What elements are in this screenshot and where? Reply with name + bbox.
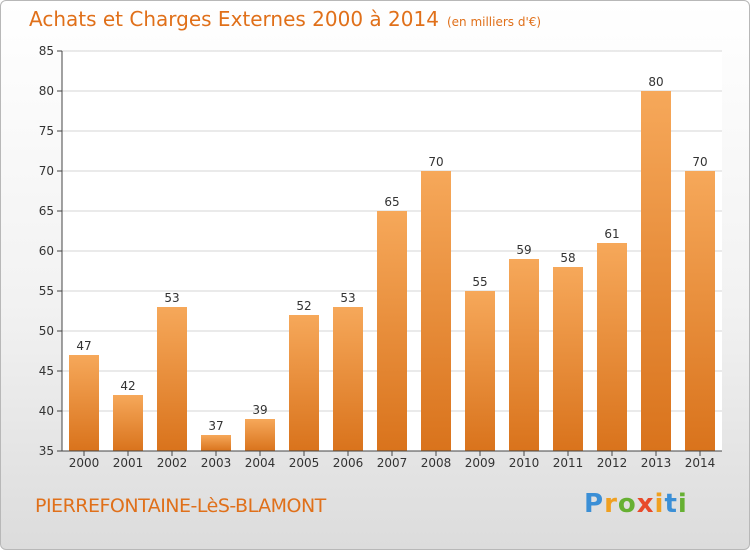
bar (201, 435, 231, 451)
data-label: 53 (164, 291, 179, 305)
bar (333, 307, 363, 451)
y-tick-label: 65 (39, 204, 54, 218)
bar (685, 171, 715, 451)
bar (597, 243, 627, 451)
bar (421, 171, 451, 451)
x-tick-label: 2012 (597, 456, 628, 470)
y-tick-label: 45 (39, 364, 54, 378)
y-tick-label: 60 (39, 244, 54, 258)
data-label: 80 (648, 75, 663, 89)
bar (377, 211, 407, 451)
y-tick-label: 80 (39, 84, 54, 98)
y-tick-label: 55 (39, 284, 54, 298)
logo-letter: t (664, 489, 678, 519)
data-label: 39 (252, 403, 267, 417)
data-label: 55 (472, 275, 487, 289)
bar (509, 259, 539, 451)
logo-letter: P (584, 489, 605, 519)
x-tick-label: 2004 (245, 456, 276, 470)
y-tick-label: 40 (39, 404, 54, 418)
data-label: 61 (604, 227, 619, 241)
bar (69, 355, 99, 451)
unit-label: (en milliers d'€) (446, 15, 542, 29)
x-tick-label: 2008 (421, 456, 452, 470)
y-tick-label: 70 (39, 164, 54, 178)
x-tick-label: 2014 (685, 456, 716, 470)
bar (641, 91, 671, 451)
x-tick-label: 2007 (377, 456, 408, 470)
logo-letter: i (654, 489, 665, 519)
bar (553, 267, 583, 451)
bar (289, 315, 319, 451)
logo-letter: i (677, 489, 688, 519)
logo-letter: r (604, 489, 618, 519)
data-label: 65 (384, 195, 399, 209)
bar (245, 419, 275, 451)
data-label: 42 (120, 379, 135, 393)
y-tick-label: 50 (39, 324, 54, 338)
data-label: 52 (296, 299, 311, 313)
x-tick-label: 2011 (553, 456, 584, 470)
x-tick-label: 2013 (641, 456, 672, 470)
proxiti-logo[interactable]: Proxiti (584, 489, 688, 519)
chart-title: Achats et Charges Externes 2000 à 2014 (e… (29, 7, 541, 31)
data-label: 70 (428, 155, 443, 169)
data-label: 53 (340, 291, 355, 305)
bar (113, 395, 143, 451)
title-text: Achats et Charges Externes 2000 à 2014 (29, 7, 439, 31)
x-tick-label: 2009 (465, 456, 496, 470)
data-label: 37 (208, 419, 223, 433)
data-label: 47 (76, 339, 91, 353)
y-tick-label: 85 (39, 44, 54, 58)
data-label: 70 (692, 155, 707, 169)
x-tick-label: 2001 (113, 456, 144, 470)
logo-letter: x (636, 489, 655, 519)
commune-name: PIERREFONTAINE-LèS-BLAMONT (35, 495, 326, 517)
x-tick-label: 2003 (201, 456, 232, 470)
x-tick-label: 2010 (509, 456, 540, 470)
bar (465, 291, 495, 451)
x-tick-label: 2006 (333, 456, 364, 470)
y-tick-label: 35 (39, 444, 54, 458)
x-tick-label: 2000 (69, 456, 100, 470)
bar (157, 307, 187, 451)
y-tick-label: 75 (39, 124, 54, 138)
x-tick-label: 2005 (289, 456, 320, 470)
x-tick-label: 2002 (157, 456, 188, 470)
logo-letter: o (617, 489, 637, 519)
data-label: 59 (516, 243, 531, 257)
data-label: 58 (560, 251, 575, 265)
